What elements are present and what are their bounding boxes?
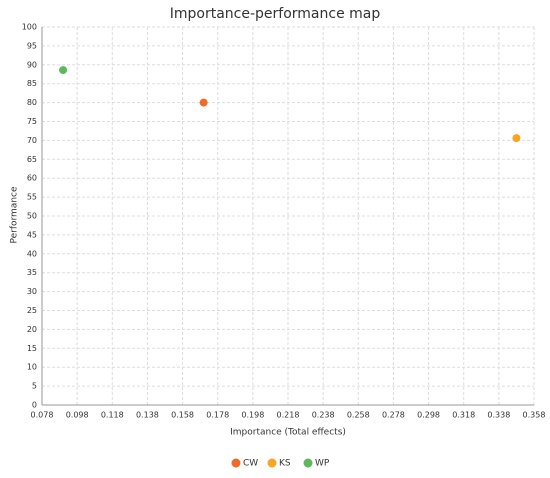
y-tick-label: 45 xyxy=(27,230,37,239)
x-tick-label: 0.318 xyxy=(452,411,475,420)
x-tick-label: 0.178 xyxy=(206,411,229,420)
legend-label: KS xyxy=(279,459,291,469)
legend-swatch xyxy=(231,458,241,468)
x-tick-label: 0.218 xyxy=(277,411,300,420)
legend-swatch xyxy=(267,458,277,468)
y-tick-label: 15 xyxy=(27,344,37,353)
x-tick-label: 0.138 xyxy=(136,411,159,420)
x-tick-label: 0.298 xyxy=(417,411,440,420)
x-tick-label: 0.358 xyxy=(523,411,546,420)
y-tick-label: 0 xyxy=(32,401,37,410)
y-tick-label: 40 xyxy=(27,249,37,258)
x-tick-label: 0.258 xyxy=(347,411,370,420)
y-tick-label: 90 xyxy=(27,60,37,69)
x-tick-label: 0.238 xyxy=(312,411,335,420)
y-axis-label: Performance xyxy=(10,186,20,243)
y-tick-label: 75 xyxy=(27,117,37,126)
y-tick-label: 95 xyxy=(27,41,37,50)
x-tick-label: 0.338 xyxy=(487,411,510,420)
x-tick-label: 0.158 xyxy=(171,411,194,420)
point xyxy=(199,98,208,107)
y-tick-label: 50 xyxy=(27,212,37,221)
y-tick-label: 25 xyxy=(27,306,37,315)
x-tick-label: 0.118 xyxy=(101,411,124,420)
y-tick-label: 20 xyxy=(27,325,37,334)
y-tick-label: 55 xyxy=(27,193,37,202)
legend-label: WP xyxy=(315,459,330,469)
x-axis-label: Importance (Total effects) xyxy=(230,428,346,438)
y-tick-label: 35 xyxy=(27,268,37,277)
y-tick-label: 85 xyxy=(27,79,37,88)
legend-label: CW xyxy=(243,459,258,469)
y-tick-label: 10 xyxy=(27,363,37,372)
legend-swatch xyxy=(303,458,313,468)
chart-title: Importance-performance map xyxy=(170,6,381,22)
y-tick-label: 65 xyxy=(27,155,37,164)
y-tick-label: 5 xyxy=(32,382,37,391)
y-tick-label: 30 xyxy=(27,287,37,296)
y-tick-label: 100 xyxy=(22,23,37,32)
y-tick-label: 80 xyxy=(27,98,37,107)
x-tick-label: 0.198 xyxy=(241,411,264,420)
x-tick-label: 0.078 xyxy=(31,411,54,420)
x-tick-label: 0.098 xyxy=(66,411,89,420)
point xyxy=(59,66,68,75)
x-tick-label: 0.278 xyxy=(382,411,405,420)
point xyxy=(512,134,521,143)
y-tick-label: 60 xyxy=(27,174,37,183)
y-tick-label: 70 xyxy=(27,136,37,145)
